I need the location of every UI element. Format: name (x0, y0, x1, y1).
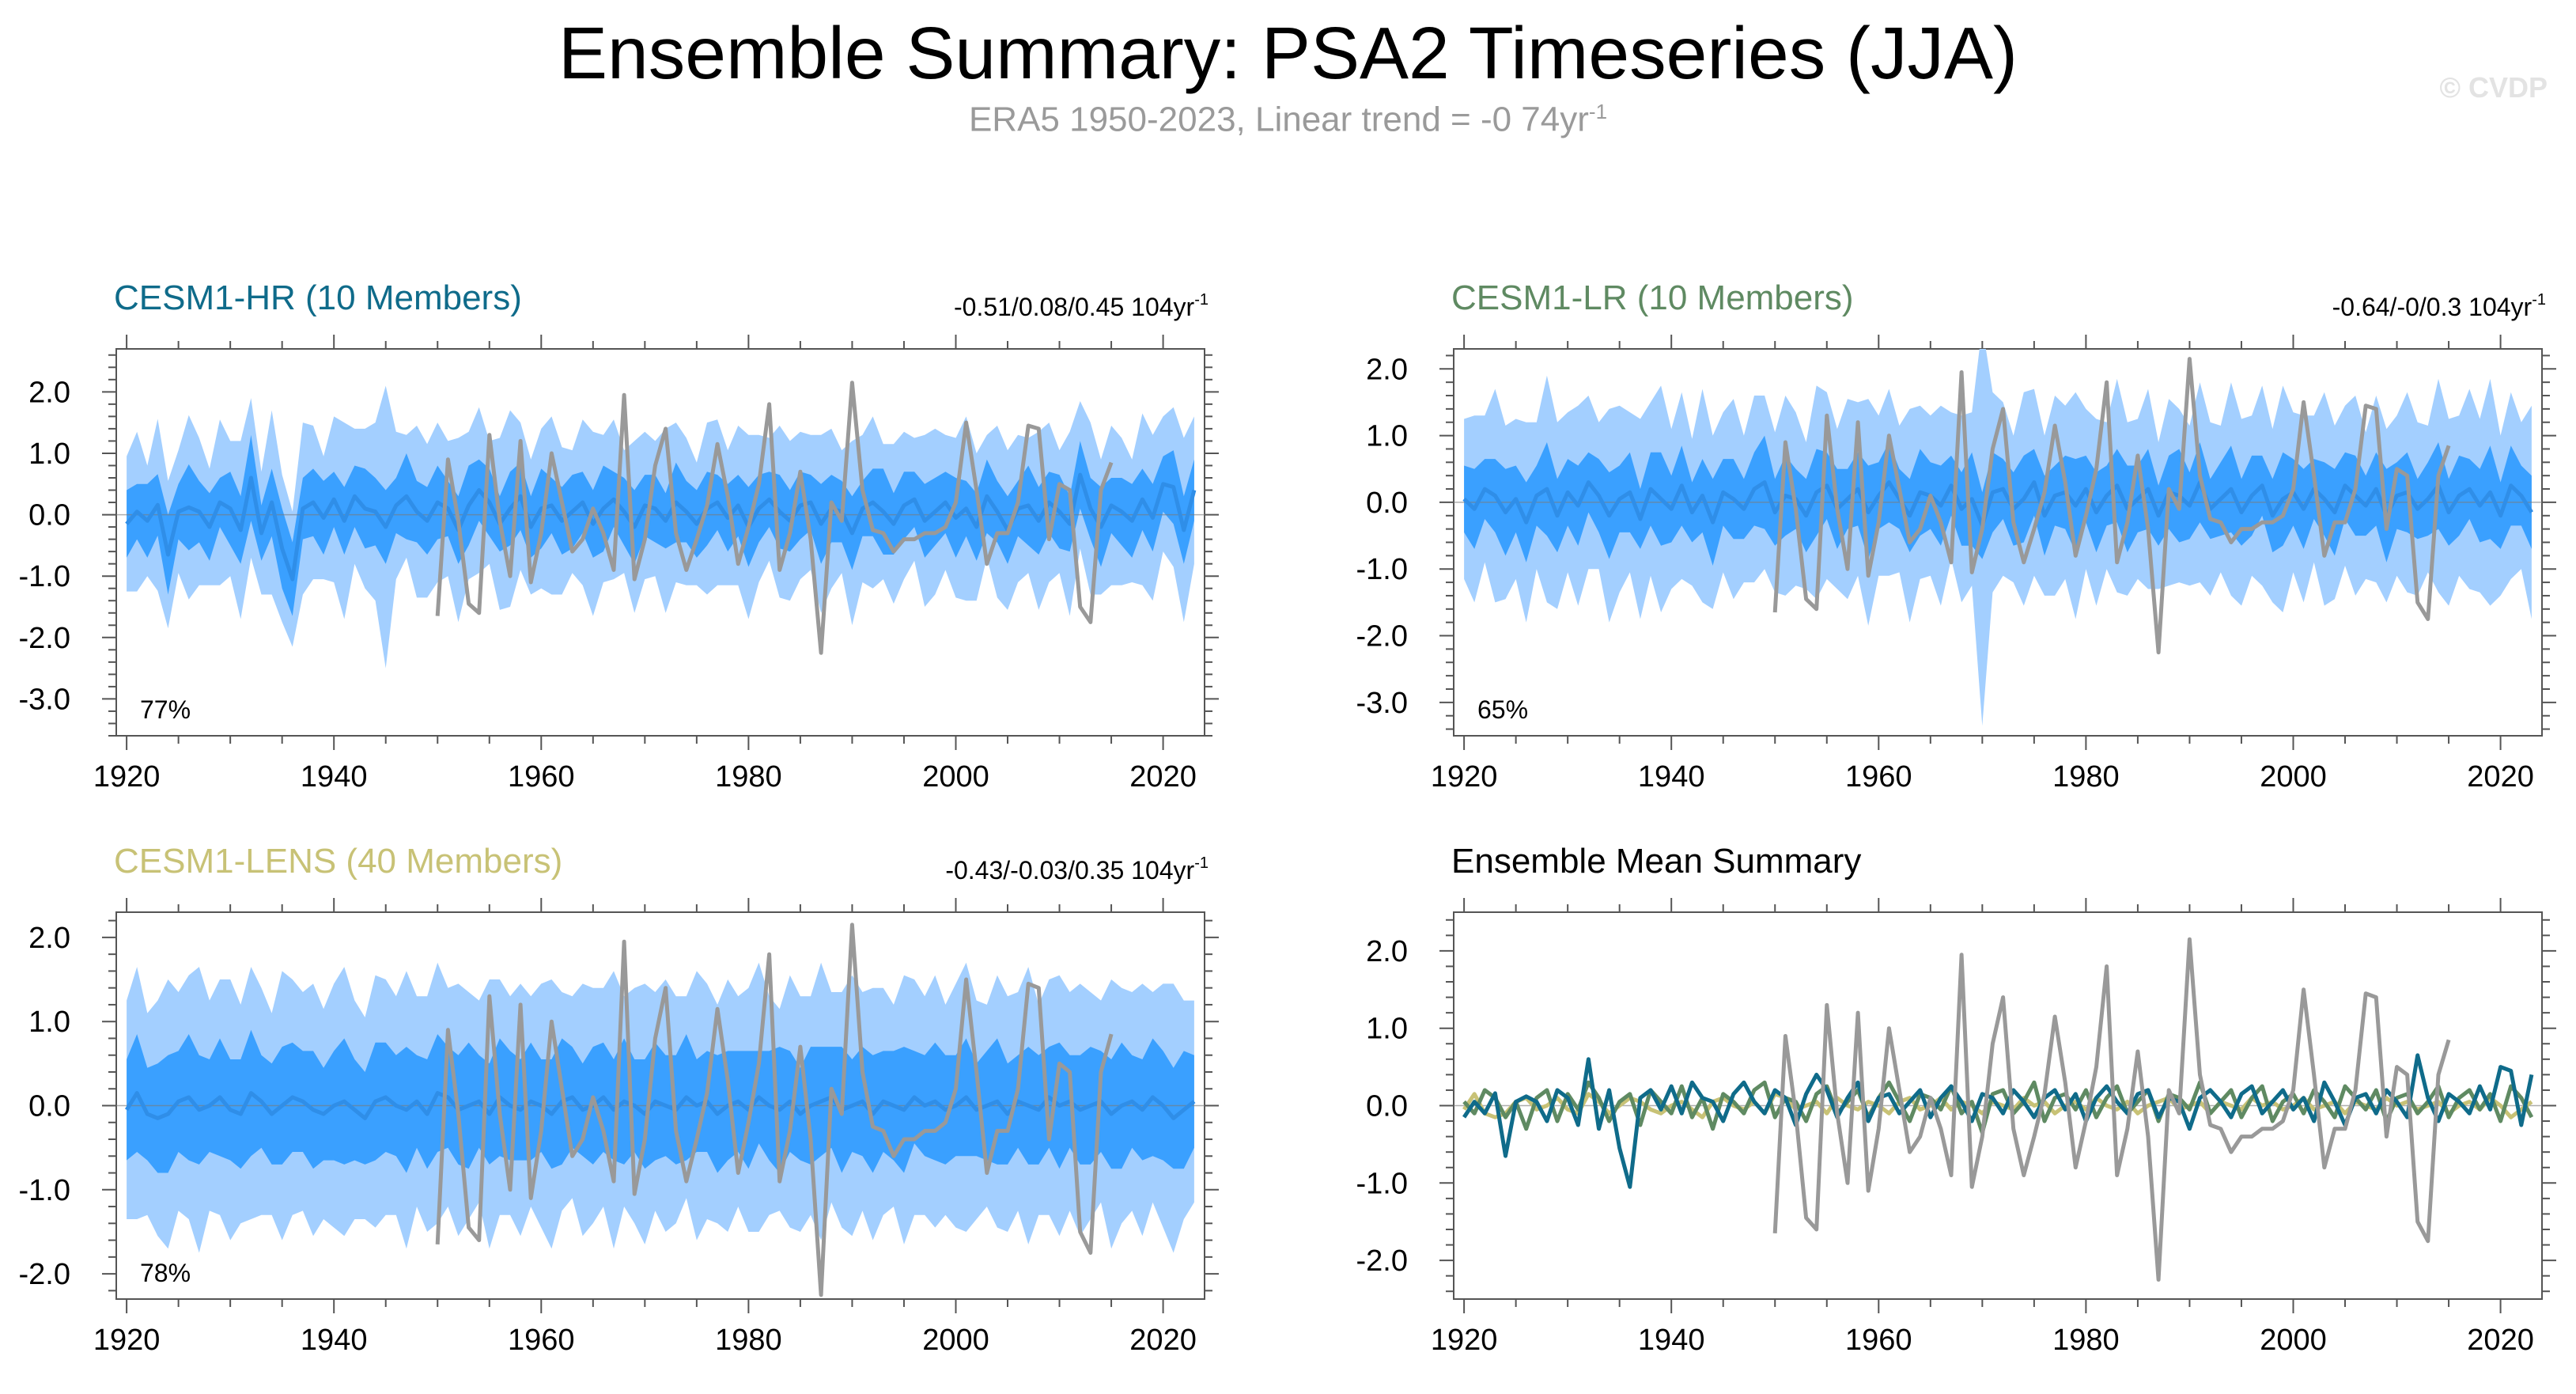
x-tick-label: 1960 (1845, 1324, 1912, 1357)
y-tick-label: -2.0 (19, 622, 70, 655)
y-tick-label: -1.0 (19, 1174, 70, 1207)
y-tick-label: -3.0 (19, 683, 70, 716)
figure-subtitle: ERA5 1950-2023, Linear trend = -0 74yr-1 (0, 100, 2576, 140)
observed-era5-line (435, 922, 1114, 1297)
x-tick-label: 2020 (1129, 1324, 1197, 1357)
trend-value: -0.43/-0.03/0.35 104yr (945, 856, 1194, 885)
y-tick-label: 2.0 (28, 922, 70, 955)
observed-era5-line (1772, 357, 2451, 655)
x-tick-label: 1940 (301, 760, 368, 794)
inner-spread-band (127, 434, 1194, 616)
x-tick-label: 1940 (301, 1324, 368, 1357)
y-tick-label: -2.0 (19, 1258, 70, 1291)
x-tick-label: 2000 (2260, 1324, 2327, 1357)
y-tick-label: -1.0 (19, 560, 70, 593)
y-tick-label: 0.0 (28, 499, 70, 532)
y-tick-label: 2.0 (1366, 353, 1408, 386)
x-tick-label: 1940 (1638, 1324, 1705, 1357)
x-tick-label: 1960 (508, 1324, 575, 1357)
trend-value: -0.51/0.08/0.45 104yr (954, 293, 1195, 321)
trend-value: -0.64/-0/0.3 104yr (2332, 293, 2532, 321)
plot-area (1454, 349, 2542, 726)
percent-label: 78% (140, 1259, 191, 1287)
y-tick-label: -3.0 (1356, 687, 1408, 720)
y-tick-label: 2.0 (28, 376, 70, 409)
trend-label: -0.51/0.08/0.45 104yr-1 (954, 291, 1209, 321)
trend-label: -0.64/-0/0.3 104yr-1 (2332, 291, 2546, 321)
y-tick-label: -1.0 (1356, 553, 1408, 586)
inner-spread-band (1464, 435, 2532, 566)
x-tick-label: 2020 (1129, 760, 1197, 794)
panel-cesm1-hr: CESM1-HR (10 Members) -0.51/0.08/0.45 104… (19, 278, 1219, 794)
plot-area (1454, 937, 2542, 1282)
plot-area (116, 922, 1205, 1297)
x-tick-label: 1920 (93, 760, 161, 794)
y-tick-label: 0.0 (1366, 1090, 1408, 1123)
y-tick-label: -2.0 (1356, 1244, 1408, 1278)
panel-title: CESM1-HR (10 Members) (114, 278, 522, 317)
y-tick-label: 1.0 (1366, 1013, 1408, 1046)
percent-label: 65% (1477, 695, 1528, 724)
percent-label: 77% (140, 695, 191, 724)
y-tick-label: 1.0 (28, 1006, 70, 1039)
trend-exponent: -1 (1194, 291, 1209, 309)
trend-exponent: -1 (2532, 291, 2546, 309)
panel-cesm1-lr: CESM1-LR (10 Members) -0.64/-0/0.3 104yr-… (1356, 278, 2556, 794)
plot-area (116, 381, 1205, 669)
x-tick-label: 1980 (715, 1324, 782, 1357)
y-tick-label: 0.0 (28, 1090, 70, 1123)
x-tick-label: 2000 (922, 1324, 989, 1357)
trend-exponent: -1 (1194, 854, 1209, 872)
panel-title: CESM1-LR (10 Members) (1451, 278, 1854, 317)
y-tick-label: -1.0 (1356, 1167, 1408, 1200)
y-tick-label: 1.0 (28, 438, 70, 471)
x-tick-label: 1940 (1638, 760, 1705, 794)
x-tick-label: 2000 (922, 760, 989, 794)
y-tick-label: -2.0 (1356, 620, 1408, 653)
y-tick-label: 2.0 (1366, 935, 1408, 968)
x-tick-label: 2020 (2467, 760, 2534, 794)
y-tick-label: 0.0 (1366, 487, 1408, 520)
x-tick-label: 1920 (1431, 760, 1498, 794)
panel-title: CESM1-LENS (40 Members) (114, 842, 562, 881)
trend-label: -0.43/-0.03/0.35 104yr-1 (945, 854, 1209, 885)
cvdp-watermark: © CVDP (2439, 71, 2548, 104)
observed-era5-line (435, 381, 1114, 655)
subtitle-exponent: -1 (1588, 100, 1608, 123)
x-tick-label: 1960 (508, 760, 575, 794)
x-tick-label: 1960 (1845, 760, 1912, 794)
x-tick-label: 1920 (93, 1324, 161, 1357)
panel-cesm1-lens: CESM1-LENS (40 Members) -0.43/-0.03/0.35 … (19, 842, 1219, 1357)
x-tick-label: 1920 (1431, 1324, 1498, 1357)
figure-title: Ensemble Summary: PSA2 Timeseries (JJA) (558, 12, 2018, 94)
series-line-era5 (1772, 937, 2451, 1282)
subtitle-text: ERA5 1950-2023, Linear trend = -0 74yr (968, 100, 1589, 139)
inner-spread-band (127, 1029, 1194, 1173)
panel-title: Ensemble Mean Summary (1451, 842, 1861, 881)
outer-spread-band (1464, 349, 2532, 726)
y-tick-label: 1.0 (1366, 420, 1408, 453)
panel-ensemble-mean-summary: Ensemble Mean Summary 1920 1940 1960 1980 200… (1356, 842, 2556, 1357)
x-tick-label: 1980 (2052, 1324, 2120, 1357)
x-tick-label: 1980 (715, 760, 782, 794)
x-tick-label: 1980 (2052, 760, 2120, 794)
x-tick-label: 2020 (2467, 1324, 2534, 1357)
x-tick-label: 2000 (2260, 760, 2327, 794)
